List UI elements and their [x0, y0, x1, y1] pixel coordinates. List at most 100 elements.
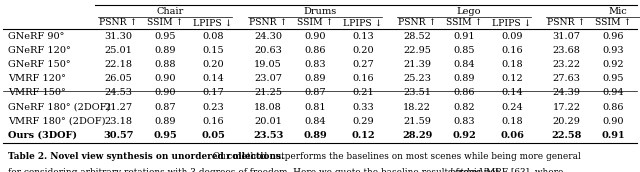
Text: 0.83: 0.83: [304, 60, 326, 69]
Text: LPIPS ↓: LPIPS ↓: [492, 18, 532, 28]
Text: 0.89: 0.89: [154, 46, 176, 55]
Text: 0.89: 0.89: [303, 131, 327, 140]
Text: 0.29: 0.29: [352, 117, 374, 126]
Text: SSIM ↑: SSIM ↑: [595, 18, 631, 28]
Text: 0.05: 0.05: [201, 131, 225, 140]
Text: hotdog: hotdog: [449, 168, 481, 172]
Text: 23.51: 23.51: [403, 88, 431, 97]
Text: 0.20: 0.20: [352, 46, 374, 55]
Text: 0.08: 0.08: [202, 32, 224, 41]
Text: 22.95: 22.95: [403, 46, 431, 55]
Text: 21.27: 21.27: [104, 103, 132, 111]
Text: 0.12: 0.12: [501, 74, 523, 83]
Text: SSIM ↑: SSIM ↑: [147, 18, 183, 28]
Text: 0.94: 0.94: [602, 88, 624, 97]
Text: GNeRF 180° (2DOF): GNeRF 180° (2DOF): [8, 103, 110, 111]
Text: SSIM ↑: SSIM ↑: [446, 18, 482, 28]
Text: 23.18: 23.18: [104, 117, 132, 126]
Text: for considering arbitrary rotations with 3 degrees-of-freedom. Here we quote the: for considering arbitrary rotations with…: [8, 168, 566, 172]
Text: 25.01: 25.01: [104, 46, 132, 55]
Text: 18.08: 18.08: [254, 103, 282, 111]
Text: 0.15: 0.15: [202, 46, 224, 55]
Text: 22.58: 22.58: [551, 131, 582, 140]
Text: 24.39: 24.39: [552, 88, 580, 97]
Text: 0.95: 0.95: [602, 74, 624, 83]
Text: 0.84: 0.84: [453, 60, 475, 69]
Text: PSNR ↑: PSNR ↑: [249, 18, 287, 28]
Text: 28.29: 28.29: [402, 131, 433, 140]
Text: Table 2. Novel view synthesis on unordered collections.: Table 2. Novel view synthesis on unorder…: [8, 152, 284, 161]
Text: 0.16: 0.16: [352, 74, 374, 83]
Text: 0.18: 0.18: [501, 60, 523, 69]
Text: 0.17: 0.17: [202, 88, 224, 97]
Text: 0.87: 0.87: [154, 103, 176, 111]
Text: 30.57: 30.57: [103, 131, 134, 140]
Text: 24.53: 24.53: [104, 88, 132, 97]
Text: 0.16: 0.16: [501, 46, 523, 55]
Text: 0.23: 0.23: [202, 103, 224, 111]
Text: 24.30: 24.30: [254, 32, 282, 41]
Text: 0.81: 0.81: [304, 103, 326, 111]
Text: 26.05: 26.05: [104, 74, 132, 83]
Text: 0.14: 0.14: [501, 88, 523, 97]
Text: 0.06: 0.06: [500, 131, 524, 140]
Text: 0.96: 0.96: [602, 32, 624, 41]
Text: Chair: Chair: [157, 7, 184, 16]
Text: GNeRF 90°: GNeRF 90°: [8, 32, 64, 41]
Text: 0.33: 0.33: [352, 103, 374, 111]
Text: 0.90: 0.90: [602, 117, 624, 126]
Text: 31.07: 31.07: [552, 32, 580, 41]
Text: 0.87: 0.87: [304, 88, 326, 97]
Text: VMRF 150°: VMRF 150°: [8, 88, 65, 97]
Text: Drums: Drums: [303, 7, 337, 16]
Text: is not: is not: [471, 168, 499, 172]
Text: 0.82: 0.82: [453, 103, 475, 111]
Text: 0.89: 0.89: [154, 117, 176, 126]
Text: 0.86: 0.86: [602, 103, 624, 111]
Text: 0.24: 0.24: [501, 103, 523, 111]
Text: 0.95: 0.95: [154, 32, 176, 41]
Text: LPIPS ↓: LPIPS ↓: [193, 18, 233, 28]
Text: 0.89: 0.89: [304, 74, 326, 83]
Text: 18.22: 18.22: [403, 103, 431, 111]
Text: 0.95: 0.95: [153, 131, 177, 140]
Text: 0.88: 0.88: [154, 60, 176, 69]
Text: PSNR ↑: PSNR ↑: [547, 18, 586, 28]
Text: 20.29: 20.29: [552, 117, 580, 126]
Text: GNeRF 150°: GNeRF 150°: [8, 60, 70, 69]
Text: 0.89: 0.89: [453, 74, 475, 83]
Text: 23.22: 23.22: [552, 60, 580, 69]
Text: GNeRF 120°: GNeRF 120°: [8, 46, 70, 55]
Text: 0.92: 0.92: [452, 131, 476, 140]
Text: 22.18: 22.18: [104, 60, 132, 69]
Text: 21.59: 21.59: [403, 117, 431, 126]
Text: Mic: Mic: [609, 7, 628, 16]
Text: 28.52: 28.52: [403, 32, 431, 41]
Text: 0.91: 0.91: [602, 131, 625, 140]
Text: 0.84: 0.84: [304, 117, 326, 126]
Text: 0.18: 0.18: [501, 117, 523, 126]
Text: 0.21: 0.21: [352, 88, 374, 97]
Text: 17.22: 17.22: [552, 103, 580, 111]
Text: 27.63: 27.63: [552, 74, 580, 83]
Text: 23.07: 23.07: [254, 74, 282, 83]
Text: Lego: Lego: [457, 7, 481, 16]
Text: 0.27: 0.27: [352, 60, 374, 69]
Text: 21.39: 21.39: [403, 60, 431, 69]
Text: LPIPS ↓: LPIPS ↓: [343, 18, 383, 28]
Text: 20.63: 20.63: [254, 46, 282, 55]
Text: 0.86: 0.86: [453, 88, 475, 97]
Text: 19.05: 19.05: [254, 60, 282, 69]
Text: 0.83: 0.83: [453, 117, 475, 126]
Text: PSNR ↑: PSNR ↑: [398, 18, 436, 28]
Text: 23.68: 23.68: [552, 46, 580, 55]
Text: VMRF 120°: VMRF 120°: [8, 74, 65, 83]
Text: 21.25: 21.25: [254, 88, 282, 97]
Text: 0.90: 0.90: [304, 32, 326, 41]
Text: 0.91: 0.91: [453, 32, 475, 41]
Text: 0.90: 0.90: [154, 88, 176, 97]
Text: 0.90: 0.90: [154, 74, 176, 83]
Text: 0.92: 0.92: [602, 60, 624, 69]
Text: 23.53: 23.53: [253, 131, 284, 140]
Text: 0.85: 0.85: [453, 46, 475, 55]
